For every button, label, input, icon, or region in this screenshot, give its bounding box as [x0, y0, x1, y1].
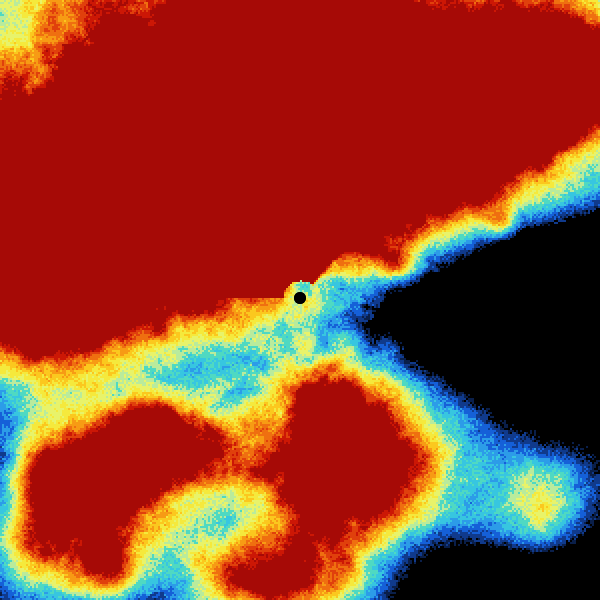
radar-image-viewport — [0, 0, 600, 600]
radar-reflectivity-canvas — [0, 0, 600, 600]
